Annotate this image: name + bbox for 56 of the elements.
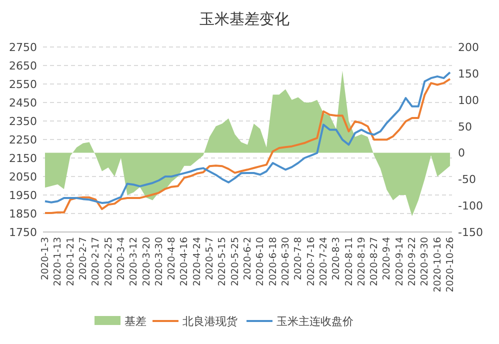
y-tick-label: 2650 [9, 60, 37, 72]
legend-label: 玉米主连收盘价 [276, 315, 354, 328]
x-tick-label: 2020-1-13 [52, 237, 64, 286]
y2-tick-label: 100 [458, 94, 479, 107]
x-tick-label: 2020-7-16 [306, 237, 317, 286]
x-tick-label: 2020-5-15 [217, 237, 228, 286]
y-tick-label: 2550 [9, 78, 37, 91]
x-tick-label: 2020-4-8 [166, 237, 178, 280]
x-tick-label: 2020-7-24 [318, 237, 330, 286]
x-tick-label: 2020-6-10 [255, 237, 266, 286]
y-tick-label: 2250 [9, 134, 37, 146]
y2-tick-label: -100 [458, 200, 483, 213]
x-tick-label: 2020-9-30 [420, 237, 431, 286]
y2-tick-label: 50 [458, 120, 472, 134]
x-tick-label: 2020-4-24 [192, 237, 203, 286]
y-tick-label: 2350 [9, 115, 37, 128]
x-tick-label: 2020-10-26 [445, 237, 456, 292]
x-tick-label: 2020-8-19 [356, 237, 368, 286]
x-tick-label: 2020-8-27 [369, 237, 380, 286]
y-tick-label: 1750 [9, 226, 37, 239]
x-tick-label: 2020-9-22 [407, 237, 418, 286]
x-tick-label: 2020-2-17 [90, 237, 102, 286]
y-tick-label: 1850 [9, 208, 37, 220]
y2-tick-label: 200 [458, 41, 479, 54]
x-tick-label: 2020-1-3 [40, 237, 51, 280]
chart-title: 玉米基差变化 [200, 10, 290, 28]
x-tick-label: 2020-8-3 [331, 237, 342, 280]
y2-tick-label: 150 [458, 67, 479, 80]
y-tick-label: 2150 [9, 152, 37, 165]
x-tick-label: 2020-6-30 [280, 237, 292, 286]
y-tick-label: 2450 [9, 96, 37, 110]
x-tick-label: 2020-1-21 [65, 237, 76, 286]
y2-tick-label: -150 [458, 226, 483, 239]
x-tick-label: 2020-3-12 [128, 237, 140, 286]
x-tick-label: 2020-4-16 [179, 237, 190, 286]
legend-label: 北良港现货 [182, 315, 238, 328]
x-tick-label: 2020-5-25 [230, 237, 241, 286]
y-tick-label: 2050 [9, 170, 37, 184]
x-tick-label: 2020-6-2 [242, 237, 254, 280]
y2-tick-label: 0 [458, 146, 465, 160]
x-tick-label: 2020-3-30 [154, 237, 165, 286]
y-tick-label: 2750 [9, 41, 37, 54]
x-tick-label: 2020-9-4 [382, 237, 393, 280]
y-tick-label: 1950 [9, 189, 37, 202]
x-tick-label: 2020-2-7 [78, 237, 89, 280]
y2-tick-label: -50 [458, 173, 476, 186]
x-tick-label: 2020-6-18 [268, 237, 279, 286]
x-tick-label: 2020-3-20 [141, 237, 152, 286]
x-tick-label: 2020-3-4 [116, 237, 127, 280]
x-tick-label: 2020-10-16 [432, 237, 444, 292]
x-tick-label: 2020-2-25 [103, 237, 114, 286]
x-tick-label: 2020-8-11 [344, 237, 355, 286]
x-tick-label: 2020-5-7 [204, 237, 216, 280]
legend-label: 基差 [124, 315, 146, 328]
x-tick-label: 2020-7-8 [293, 237, 304, 280]
x-tick-label: 2020-9-14 [394, 237, 406, 286]
